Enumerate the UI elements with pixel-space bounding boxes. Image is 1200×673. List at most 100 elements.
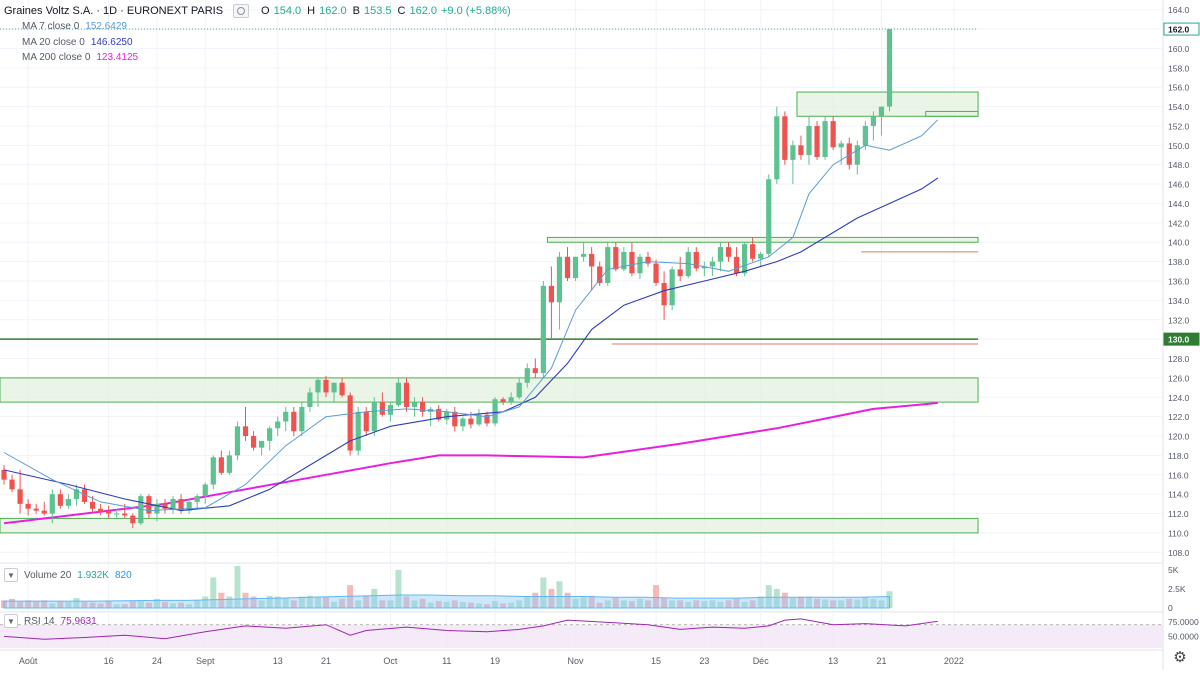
volume-bar [572, 598, 579, 608]
ohlc-high-label: H [307, 5, 316, 17]
volume-bar [387, 600, 394, 608]
candle-body [532, 368, 538, 374]
ma20-legend[interactable]: MA 20 close 0 146.6250 [22, 37, 133, 51]
ohlc-close-value: 162.0 [409, 5, 437, 17]
price-tick: 128.0 [1168, 354, 1190, 364]
volume-bar [645, 600, 651, 608]
candle-body [830, 121, 836, 148]
candle-body [572, 256, 579, 279]
volume-bar [588, 595, 595, 608]
candle-body [677, 269, 683, 277]
volume-bar [25, 600, 32, 608]
candle-body [420, 402, 426, 412]
volume-bar [9, 598, 16, 608]
price-tick: 118.0 [1168, 451, 1189, 461]
volume-bar [870, 598, 877, 608]
volume-bar [500, 603, 507, 608]
volume-bar [846, 598, 853, 608]
candle-body [355, 411, 361, 451]
volume-bar [41, 600, 48, 608]
collapse-icon[interactable]: ▼ [4, 568, 18, 582]
ma7-legend[interactable]: MA 7 close 0 152.6429 [22, 21, 127, 35]
symbol-title[interactable]: Graines Voltz S.A. · 1D · EURONEXT PARIS [4, 5, 224, 17]
ohlc-change-value: +9.0 (+5.88%) [440, 5, 511, 17]
gear-icon[interactable]: ⚙ [1173, 649, 1187, 666]
rsi-tick: 50.0000 [1168, 631, 1199, 641]
price-tick: 122.0 [1168, 412, 1190, 422]
volume-bar [97, 603, 104, 608]
ma20-label: MA 20 close 0 [22, 37, 85, 48]
volume-bar [242, 592, 249, 608]
candle-body [645, 256, 651, 264]
time-tick: 13 [828, 656, 838, 666]
candle-body [202, 484, 208, 497]
volume-bar [314, 597, 321, 608]
volume-bar [701, 601, 708, 608]
support-zone [546, 236, 979, 243]
candle-body [371, 402, 377, 432]
volume-bar [210, 577, 217, 608]
candle-body [331, 382, 337, 393]
volume-tick: 5K [1168, 565, 1179, 575]
candle-body [774, 116, 780, 180]
volume-bar [789, 598, 796, 608]
volume-bar [89, 602, 96, 608]
candle-body [436, 408, 442, 420]
volume-bar [274, 596, 281, 608]
candle-body [81, 489, 88, 502]
candle-body [347, 395, 353, 451]
volume-bar [653, 585, 660, 608]
volume-label: Volume 20 [24, 569, 72, 581]
volume-bar [105, 601, 112, 608]
price-badge [1163, 332, 1200, 346]
price-tick: 156.0 [1168, 83, 1190, 93]
ma200-group [3, 402, 938, 525]
price-tick: 146.0 [1168, 180, 1190, 190]
rsi-legend[interactable]: ▼ RSI 14 75.9631 [4, 614, 97, 628]
volume-bar [492, 601, 499, 608]
volume-bar [403, 596, 410, 608]
volume-bar [773, 588, 780, 608]
candle-body [758, 253, 764, 259]
price-badge-label: 162.0 [1168, 25, 1190, 35]
ma200-legend[interactable]: MA 200 close 0 123.4125 [22, 52, 138, 66]
candle-body [146, 496, 152, 514]
volume-bar [878, 600, 885, 608]
volume-legend[interactable]: ▼ Volume 20 1.932K 820 [4, 568, 132, 582]
volume-bar [628, 601, 635, 608]
time-tick: 21 [876, 656, 886, 666]
eye-icon[interactable] [233, 4, 250, 18]
candles [1, 29, 893, 529]
candle-body [33, 508, 39, 511]
price-axis: 164.0 162.0 160.0 158.0 156.0 154.0 152.0 150.0… [1163, 5, 1200, 641]
candle-body [17, 489, 23, 504]
candle-body [226, 455, 232, 473]
volume-bar [355, 600, 362, 608]
candle-body [170, 499, 176, 509]
price-tick: 144.0 [1168, 199, 1190, 209]
candle-body [524, 368, 530, 383]
volume-bar [323, 596, 329, 608]
time-tick: 19 [490, 656, 500, 666]
collapse-icon[interactable]: ▼ [4, 614, 18, 628]
price-tick: 142.0 [1168, 218, 1190, 228]
time-tick: 13 [273, 656, 283, 666]
price-tick: 138.0 [1168, 257, 1190, 267]
candle-body [822, 121, 828, 157]
rsi-pane [0, 618, 1163, 648]
volume-bar [548, 588, 555, 608]
volume-bar [435, 601, 442, 608]
price-tick: 108.0 [1168, 548, 1190, 558]
ohlc-high-value: 162.0 [319, 5, 347, 17]
volume-bar [725, 600, 732, 608]
candle-body [589, 253, 595, 267]
price-tick: 114.0 [1168, 490, 1189, 500]
candle-body [178, 499, 184, 511]
candle-body [186, 501, 192, 511]
ma200-label: MA 200 close 0 [22, 52, 91, 63]
volume-bar [604, 600, 611, 608]
candle-body [122, 513, 128, 516]
candle-body [218, 457, 224, 473]
